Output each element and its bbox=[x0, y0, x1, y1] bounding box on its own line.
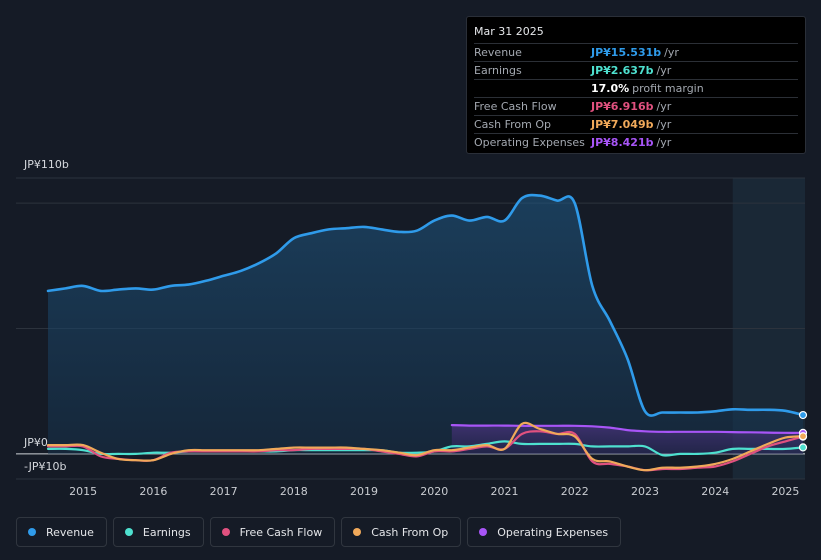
x-tick-label: 2024 bbox=[701, 485, 729, 498]
legend-item-free-cash-flow[interactable]: Free Cash Flow bbox=[209, 517, 336, 547]
legend-label: Revenue bbox=[46, 525, 94, 539]
tooltip-rows: Revenue JP¥15.531b/yr Earnings JP¥2.637b/yr… bbox=[474, 43, 798, 151]
x-tick-label: 2015 bbox=[69, 485, 97, 498]
tooltip-row: Operating Expenses JP¥8.421b/yr bbox=[474, 133, 798, 151]
legend-dot-icon bbox=[28, 528, 36, 536]
tooltip-row: Cash From Op JP¥7.049b/yr bbox=[474, 115, 798, 133]
tooltip-row-value: JP¥8.421b bbox=[591, 136, 654, 149]
tooltip-row-label: Earnings bbox=[474, 64, 522, 77]
y-tick-label: -JP¥10b bbox=[24, 460, 66, 473]
tooltip-row-value: JP¥2.637b bbox=[591, 64, 654, 77]
revenue-end-point bbox=[798, 410, 808, 420]
x-tick-label: 2022 bbox=[561, 485, 589, 498]
tooltip-row-unit: profit margin bbox=[632, 82, 704, 95]
x-tick-label: 2017 bbox=[210, 485, 238, 498]
tooltip-row: Revenue JP¥15.531b/yr bbox=[474, 43, 798, 61]
data-tooltip: Mar 31 2025 Revenue JP¥15.531b/yr Earnings… bbox=[466, 16, 806, 154]
tooltip-row-unit: /yr bbox=[656, 100, 672, 113]
tooltip-row-label: Free Cash Flow bbox=[474, 100, 557, 113]
y-tick-label: JP¥0 bbox=[23, 436, 48, 449]
tooltip-row-value: JP¥7.049b bbox=[591, 118, 654, 131]
legend-item-earnings[interactable]: Earnings bbox=[112, 517, 204, 547]
x-tick-label: 2023 bbox=[631, 485, 659, 498]
tooltip-date: Mar 31 2025 bbox=[474, 25, 544, 38]
tooltip-row-unit: /yr bbox=[656, 64, 672, 77]
legend-dot-icon bbox=[124, 528, 133, 536]
x-tick-label: 2021 bbox=[491, 485, 519, 498]
x-axis-labels: 2015 2016 2017 2018 2019 2020 2021 2022 2023 2024… bbox=[69, 485, 799, 498]
cash-from-op-end-point bbox=[798, 432, 808, 441]
legend-item-operating-expenses[interactable]: Operating Expenses bbox=[467, 517, 622, 547]
tooltip-row-value: JP¥6.916b bbox=[591, 100, 654, 113]
operating-expenses-line bbox=[450, 424, 805, 434]
tooltip-row: Free Cash Flow JP¥6.916b/yr bbox=[474, 97, 798, 115]
series-lines bbox=[46, 193, 805, 472]
legend-item-revenue[interactable]: Revenue bbox=[16, 517, 107, 547]
legend-label: Cash From Op bbox=[371, 525, 449, 539]
tooltip-row-label bbox=[474, 80, 591, 97]
legend-dot-icon bbox=[479, 528, 488, 536]
revenue-area bbox=[48, 195, 803, 454]
tooltip-row-value: JP¥15.531b bbox=[591, 46, 662, 59]
tooltip-row-value: 17.0% bbox=[591, 82, 630, 95]
x-tick-label: 2019 bbox=[350, 485, 378, 498]
series-areas bbox=[48, 195, 803, 454]
tooltip-row-label: Operating Expenses bbox=[474, 136, 585, 149]
legend-item-cash-from-op[interactable]: Cash From Op bbox=[341, 517, 462, 547]
earnings-end-point bbox=[798, 443, 808, 452]
tooltip-row: Earnings JP¥2.637b/yr bbox=[474, 61, 798, 79]
tooltip-row: 17.0% profit margin bbox=[474, 79, 798, 97]
x-tick-label: 2018 bbox=[280, 485, 308, 498]
tooltip-row-label: Cash From Op bbox=[474, 118, 552, 131]
legend-dot-icon bbox=[221, 528, 230, 536]
cash-from-op-line bbox=[46, 421, 805, 472]
chart-legend: Revenue Earnings Free Cash Flow Cash From O… bbox=[16, 517, 622, 549]
tooltip-row-label: Revenue bbox=[474, 46, 522, 59]
legend-label: Earnings bbox=[142, 525, 191, 539]
legend-label: Operating Expenses bbox=[497, 525, 609, 539]
tooltip-row-unit: /yr bbox=[656, 136, 672, 149]
end-markers bbox=[798, 410, 808, 452]
legend-dot-icon bbox=[353, 528, 362, 536]
revenue-line bbox=[46, 193, 805, 417]
x-tick-label: 2020 bbox=[420, 485, 448, 498]
legend-label: Free Cash Flow bbox=[239, 525, 323, 539]
y-tick-label: JP¥110b bbox=[23, 158, 69, 171]
x-tick-label: 2016 bbox=[139, 485, 167, 498]
tooltip-row-unit: /yr bbox=[664, 46, 679, 59]
y-axis-labels: JP¥110b JP¥0 -JP¥10b bbox=[23, 158, 69, 473]
x-tick-label: 2025 bbox=[771, 485, 799, 498]
tooltip-row-unit: /yr bbox=[656, 118, 672, 131]
